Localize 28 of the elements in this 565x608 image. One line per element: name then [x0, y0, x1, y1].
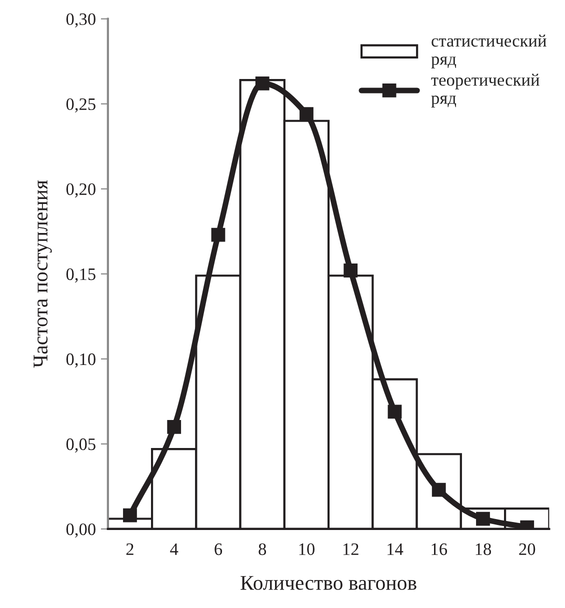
y-tick-label: 0,25 [66, 98, 96, 113]
point [432, 482, 446, 497]
point [123, 508, 137, 522]
x-tick-label: 4 [170, 543, 178, 555]
y-tick-label: 0,05 [66, 438, 96, 453]
y-tick-label: 0,30 [66, 13, 96, 28]
x-tick-label: 6 [214, 543, 222, 556]
x-tick-label: 8 [258, 543, 266, 556]
x-tick-label: 18 [476, 543, 492, 556]
y-tick-label: 0,10 [66, 353, 96, 368]
point [167, 420, 182, 434]
y-tick-label: 0,20 [66, 183, 96, 198]
x-axis-title: Количество вагонов [240, 576, 416, 590]
x-tick-label: 16 [432, 543, 448, 556]
x-tick-label: 12 [343, 543, 358, 555]
y-tick-label: 0,00 [66, 523, 96, 538]
x-tick-label: 2 [126, 543, 134, 555]
point [211, 228, 226, 242]
x-tick-label: 10 [299, 543, 315, 556]
point [255, 76, 270, 90]
y-tick-label: 0,15 [66, 268, 96, 283]
y-axis-title: Частота поступления [34, 180, 52, 368]
point [388, 404, 402, 419]
x-tick-label: 14 [388, 543, 404, 555]
point [300, 107, 314, 122]
x-tick-label: 20 [519, 543, 536, 556]
legend-label: теоретический ряд [431, 74, 540, 108]
point [344, 264, 358, 278]
